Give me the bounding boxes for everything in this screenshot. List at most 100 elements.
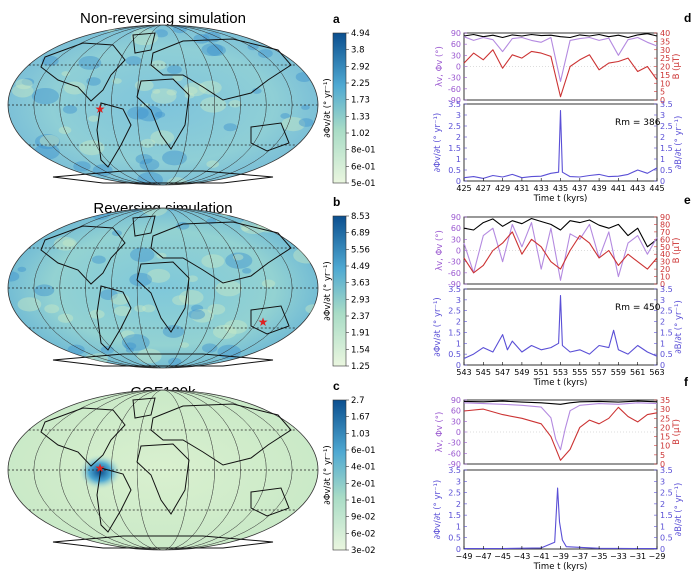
- left-tick-label: -60: [448, 449, 461, 458]
- field-blob: [232, 254, 244, 261]
- field-blob: [275, 171, 291, 182]
- field-blob: [136, 105, 163, 122]
- field-blob: [21, 78, 35, 86]
- site-star-icon: ★: [95, 461, 106, 475]
- series-line-lon_series: [463, 402, 658, 451]
- field-blob: [124, 342, 137, 350]
- right-tick-label: 20: [660, 423, 670, 432]
- colorbar-tick-label: 1.03: [351, 429, 370, 439]
- right-tick-label: 0: [660, 280, 665, 289]
- field-blob: [73, 161, 91, 172]
- left-tick-label: 0.5: [448, 534, 461, 543]
- field-blob: [212, 324, 237, 340]
- field-blob: [17, 266, 27, 272]
- field-blob: [261, 279, 276, 288]
- site-star-icon: ★: [258, 315, 269, 329]
- rm-annotation: Rm = 450: [615, 303, 661, 313]
- colorbar-tick-label: 1.25: [351, 362, 370, 372]
- bottom-right-axis-label: ∂B/∂t (° yr⁻¹): [674, 483, 684, 537]
- right-tick-label: 3: [660, 477, 665, 486]
- field-blob: [178, 289, 204, 305]
- continent-outline: [150, 38, 292, 101]
- left-tick-label: -60: [448, 269, 461, 278]
- right-tick-label: 15: [660, 71, 670, 80]
- x-tick-label: −31: [629, 552, 646, 561]
- right-tick-label: 35: [660, 37, 670, 46]
- colorbar-tick-label: 4e-01: [351, 463, 376, 473]
- left-tick-label: 0: [456, 247, 461, 256]
- x-tick-label: 439: [591, 184, 606, 193]
- colorbar-tick-label: 1.67: [351, 413, 370, 423]
- left-tick-label: 90: [451, 213, 461, 222]
- continent-outline: [136, 443, 190, 515]
- continent-outline: [132, 397, 156, 419]
- right-tick-label: 10: [660, 442, 670, 451]
- rm-annotation: Rm = 386: [615, 118, 661, 128]
- meridian: [111, 390, 215, 550]
- field-blob: [283, 362, 295, 368]
- right-tick-label: 3.5: [660, 466, 673, 475]
- x-axis-label: Time t (kyrs): [533, 562, 588, 572]
- right-tick-label: 15: [660, 433, 670, 442]
- colorbar-tick-label: 6e-01: [351, 446, 376, 456]
- left-tick-label: 1.5: [448, 144, 461, 153]
- right-tick-label: 25: [660, 414, 670, 423]
- field-blob: [8, 43, 27, 57]
- bottom-left-axis-label: ∂Φv/∂t (° yr⁻¹): [433, 480, 443, 539]
- left-tick-label: 1: [456, 155, 461, 164]
- field-blob: [215, 280, 242, 297]
- bottom-left-axis-label: ∂Φv/∂t (° yr⁻¹): [433, 113, 443, 172]
- panel-label: e: [684, 193, 691, 207]
- field-blob: [201, 254, 225, 268]
- map-panel-c: GGF100k★c2.71.671.036e-014e-012e-011e-01…: [7, 379, 376, 556]
- colorbar-tick-label: 1.54: [351, 345, 370, 355]
- field-blob: [44, 304, 60, 314]
- left-tick-label: 1.5: [448, 511, 461, 520]
- colorbar-tick-label: 1.73: [351, 96, 370, 106]
- continent-outline: [132, 32, 156, 54]
- field-blob: [201, 343, 218, 353]
- field-blob: [179, 342, 190, 348]
- field-blob: [191, 304, 204, 312]
- x-axis-label: Time t (kyrs): [533, 378, 588, 388]
- field-blob: [188, 309, 206, 320]
- right-tick-label: 2: [660, 318, 665, 327]
- field-blob: [112, 78, 122, 84]
- top-left-axis-label: λv, Φv (°): [435, 412, 445, 453]
- field-blob: [61, 71, 71, 77]
- left-tick-label: 0: [456, 63, 461, 72]
- bottom-left-axis-label: ∂Φv/∂t (° yr⁻¹): [433, 297, 443, 356]
- left-tick-label: -30: [448, 74, 461, 83]
- field-blob: [293, 225, 311, 236]
- right-tick-label: 2: [660, 133, 665, 142]
- field-blob: [67, 344, 85, 355]
- right-tick-label: 0: [660, 361, 665, 370]
- colorbar-tick-label: 6.89: [351, 229, 370, 239]
- x-tick-label: 561: [630, 368, 645, 377]
- field-blob: [11, 84, 34, 98]
- left-tick-label: 3: [456, 477, 461, 486]
- series-line-lat_series: [463, 217, 658, 248]
- field-blob: [78, 56, 102, 70]
- right-tick-label: 0: [660, 460, 665, 469]
- left-tick-label: -30: [448, 439, 461, 448]
- right-tick-label: 25: [660, 54, 670, 63]
- continent-outline: [40, 42, 126, 102]
- right-tick-label: 20: [660, 63, 670, 72]
- colorbar-tick-label: 3.63: [351, 279, 370, 289]
- right-tick-label: 35: [660, 396, 670, 405]
- field-blob: [42, 213, 56, 222]
- colorbar-tick-label: 2.37: [351, 312, 370, 322]
- field-blob: [99, 289, 118, 301]
- field-blob: [193, 33, 210, 44]
- colorbar-tick-label: 9e-02: [351, 513, 376, 523]
- field-blob: [34, 284, 55, 297]
- right-tick-label: 3.5: [660, 100, 673, 109]
- left-tick-label: 2: [456, 133, 461, 142]
- colorbar-tick-label: 5e-01: [351, 179, 376, 189]
- colorbar: [332, 32, 347, 184]
- meridian: [111, 208, 215, 368]
- left-tick-label: 30: [451, 51, 461, 60]
- x-tick-label: −45: [494, 552, 511, 561]
